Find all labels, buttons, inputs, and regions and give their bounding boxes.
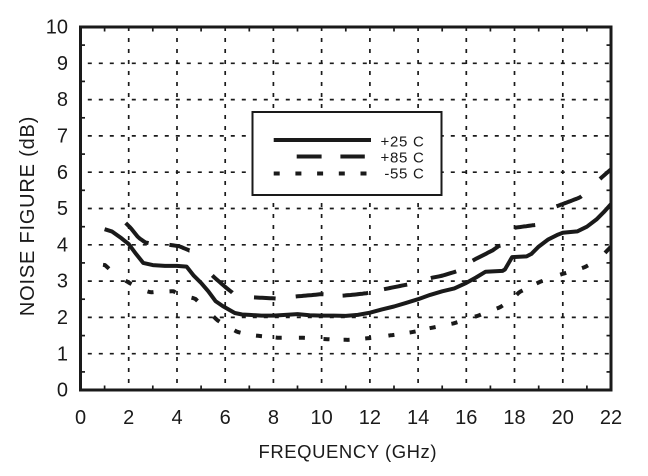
svg-text:3: 3 <box>57 271 68 293</box>
svg-text:8: 8 <box>268 407 279 429</box>
svg-text:2: 2 <box>57 307 68 329</box>
svg-text:22: 22 <box>600 407 622 429</box>
svg-text:16: 16 <box>455 407 477 429</box>
svg-text:8: 8 <box>57 89 68 111</box>
svg-text:+85 C: +85 C <box>381 149 425 166</box>
svg-text:9: 9 <box>57 53 68 75</box>
svg-text:-55 C: -55 C <box>384 166 424 183</box>
svg-text:5: 5 <box>57 198 68 220</box>
svg-text:6: 6 <box>57 162 68 184</box>
svg-text:7: 7 <box>57 126 68 148</box>
svg-text:20: 20 <box>552 407 574 429</box>
svg-text:6: 6 <box>220 407 231 429</box>
svg-text:10: 10 <box>46 17 68 39</box>
svg-text:2: 2 <box>123 407 134 429</box>
svg-text:+25 C: +25 C <box>381 134 425 151</box>
svg-text:10: 10 <box>310 407 332 429</box>
svg-text:1: 1 <box>57 343 68 365</box>
svg-text:12: 12 <box>359 407 381 429</box>
svg-text:NOISE FIGURE (dB): NOISE FIGURE (dB) <box>17 116 39 316</box>
svg-text:4: 4 <box>171 407 182 429</box>
svg-text:0: 0 <box>75 407 86 429</box>
svg-text:14: 14 <box>407 407 429 429</box>
svg-text:18: 18 <box>503 407 525 429</box>
svg-text:FREQUENCY (GHz): FREQUENCY (GHz) <box>259 441 438 462</box>
svg-text:0: 0 <box>57 380 68 402</box>
svg-text:4: 4 <box>57 234 68 256</box>
